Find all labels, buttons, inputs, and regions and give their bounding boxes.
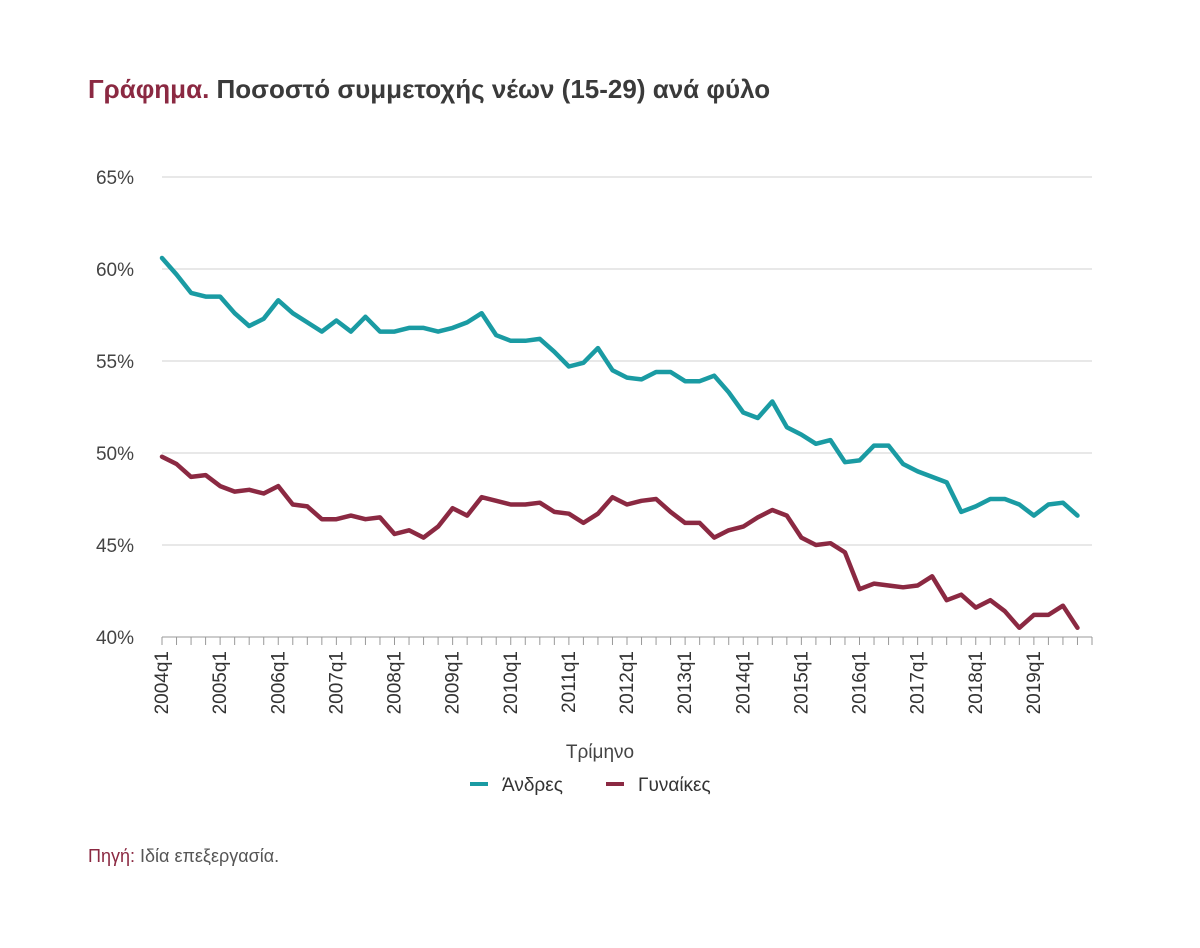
x-tick-label: 2015q1 <box>791 651 812 714</box>
x-tick-label: 2005q1 <box>210 651 231 714</box>
y-axis: 40% 45% 50% 55% 60% 65% <box>96 168 134 649</box>
series-lines <box>159 255 1080 631</box>
y-tick-label: 60% <box>96 260 134 281</box>
x-tick-label: 2010q1 <box>501 651 522 714</box>
x-axis-title: Τρίμηνο <box>566 742 634 763</box>
chart-title-lead: Γράφημα. <box>88 74 210 104</box>
legend: Άνδρες Γυναίκες <box>470 775 711 796</box>
x-tick-label: 2012q1 <box>617 651 638 714</box>
x-tick-label: 2008q1 <box>385 651 406 714</box>
x-tick-label: 2018q1 <box>966 651 987 714</box>
x-tick-label: 2011q1 <box>559 651 580 713</box>
x-tick-label: 2013q1 <box>675 651 696 714</box>
source-note: Πηγή: Ιδία επεξεργασία. <box>88 846 279 867</box>
x-tick-label: 2006q1 <box>268 651 289 714</box>
chart-title-text: Ποσοστό συμμετοχής νέων (15-29) ανά φύλο <box>209 74 771 104</box>
x-tick-label: 2019q1 <box>1024 651 1045 714</box>
series-line-men <box>159 255 1080 518</box>
x-axis: 2004q1 2005q1 2006q1 2007q1 2008q1 2009q1 2010… <box>152 636 1093 714</box>
x-tick-label: 2004q1 <box>152 651 173 714</box>
legend-label-men: Άνδρες <box>502 775 563 796</box>
x-tick-label: 2007q1 <box>326 651 347 714</box>
source-lead: Πηγή: <box>88 846 136 866</box>
y-tick-label: 50% <box>96 444 134 465</box>
y-tick-label: 45% <box>96 536 134 557</box>
y-tick-label: 40% <box>96 628 134 649</box>
source-text: Ιδία επεξεργασία. <box>135 846 280 866</box>
x-tick-label: 2009q1 <box>443 651 464 714</box>
series-line-women <box>159 454 1080 631</box>
y-tick-label: 55% <box>96 352 134 373</box>
x-tick-label: 2014q1 <box>733 651 754 714</box>
grid-lines <box>162 176 1092 546</box>
legend-label-women: Γυναίκες <box>638 775 711 796</box>
chart-title: Γράφημα. Ποσοστό συμμετοχής νέων (15-29)… <box>88 74 770 105</box>
x-tick-label: 2016q1 <box>850 651 871 714</box>
y-tick-label: 65% <box>96 168 134 189</box>
x-tick-label: 2017q1 <box>908 651 929 714</box>
